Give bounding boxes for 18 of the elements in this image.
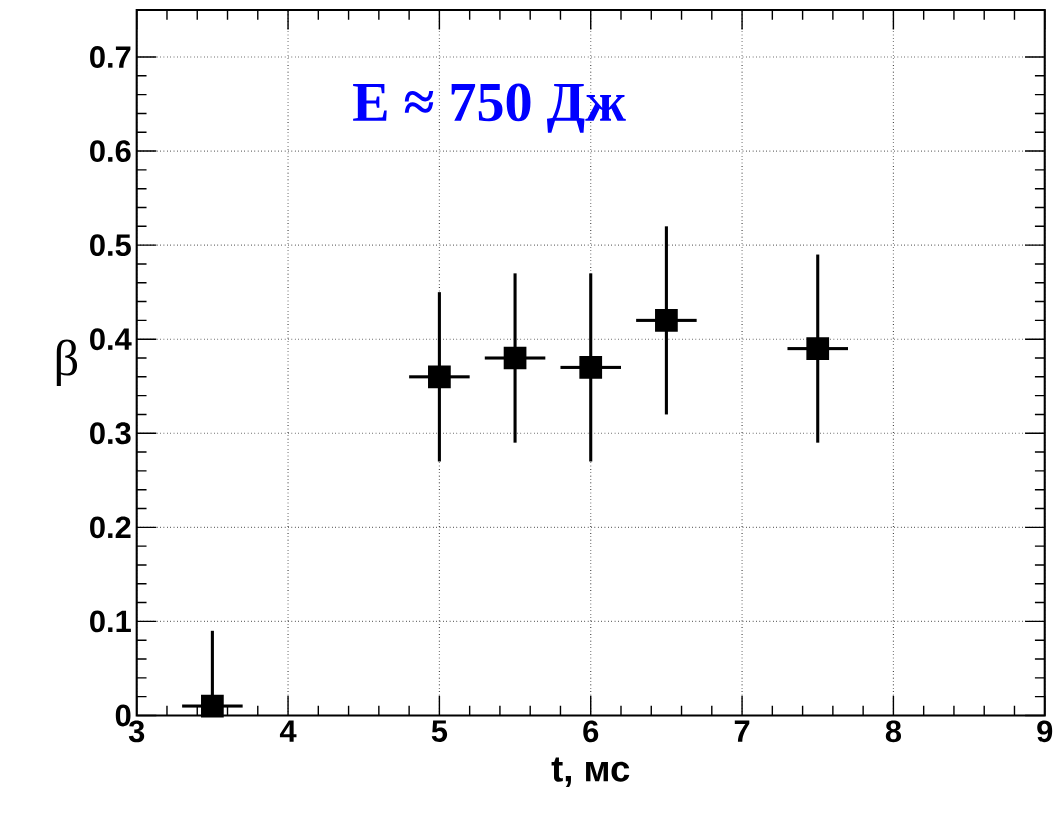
y-tick-label: 0.3 [90, 422, 131, 445]
x-tick-label: 7 [734, 720, 750, 742]
y-tick-label: 0.2 [90, 516, 131, 539]
y-tick-label: 0.5 [90, 234, 131, 256]
x-tick-label: 4 [279, 720, 297, 742]
y-tick-label: 0.6 [90, 140, 131, 162]
y-axis-title: β [56, 339, 78, 386]
y-tick-label: 0 [115, 704, 131, 727]
x-axis-title: t, мс [551, 757, 630, 787]
y-tick-label: 0.7 [90, 45, 131, 68]
x-tick-label: 9 [1037, 720, 1053, 743]
x-tick-label: 5 [431, 720, 448, 742]
x-tick-label: 6 [583, 720, 599, 743]
annotation: E ≈ 750 Дж [353, 83, 626, 133]
x-tick-label: 3 [128, 720, 145, 743]
y-tick-label: 0.4 [90, 328, 132, 351]
y-tick-label: 0.1 [90, 610, 131, 633]
x-tick-label: 8 [885, 720, 902, 743]
